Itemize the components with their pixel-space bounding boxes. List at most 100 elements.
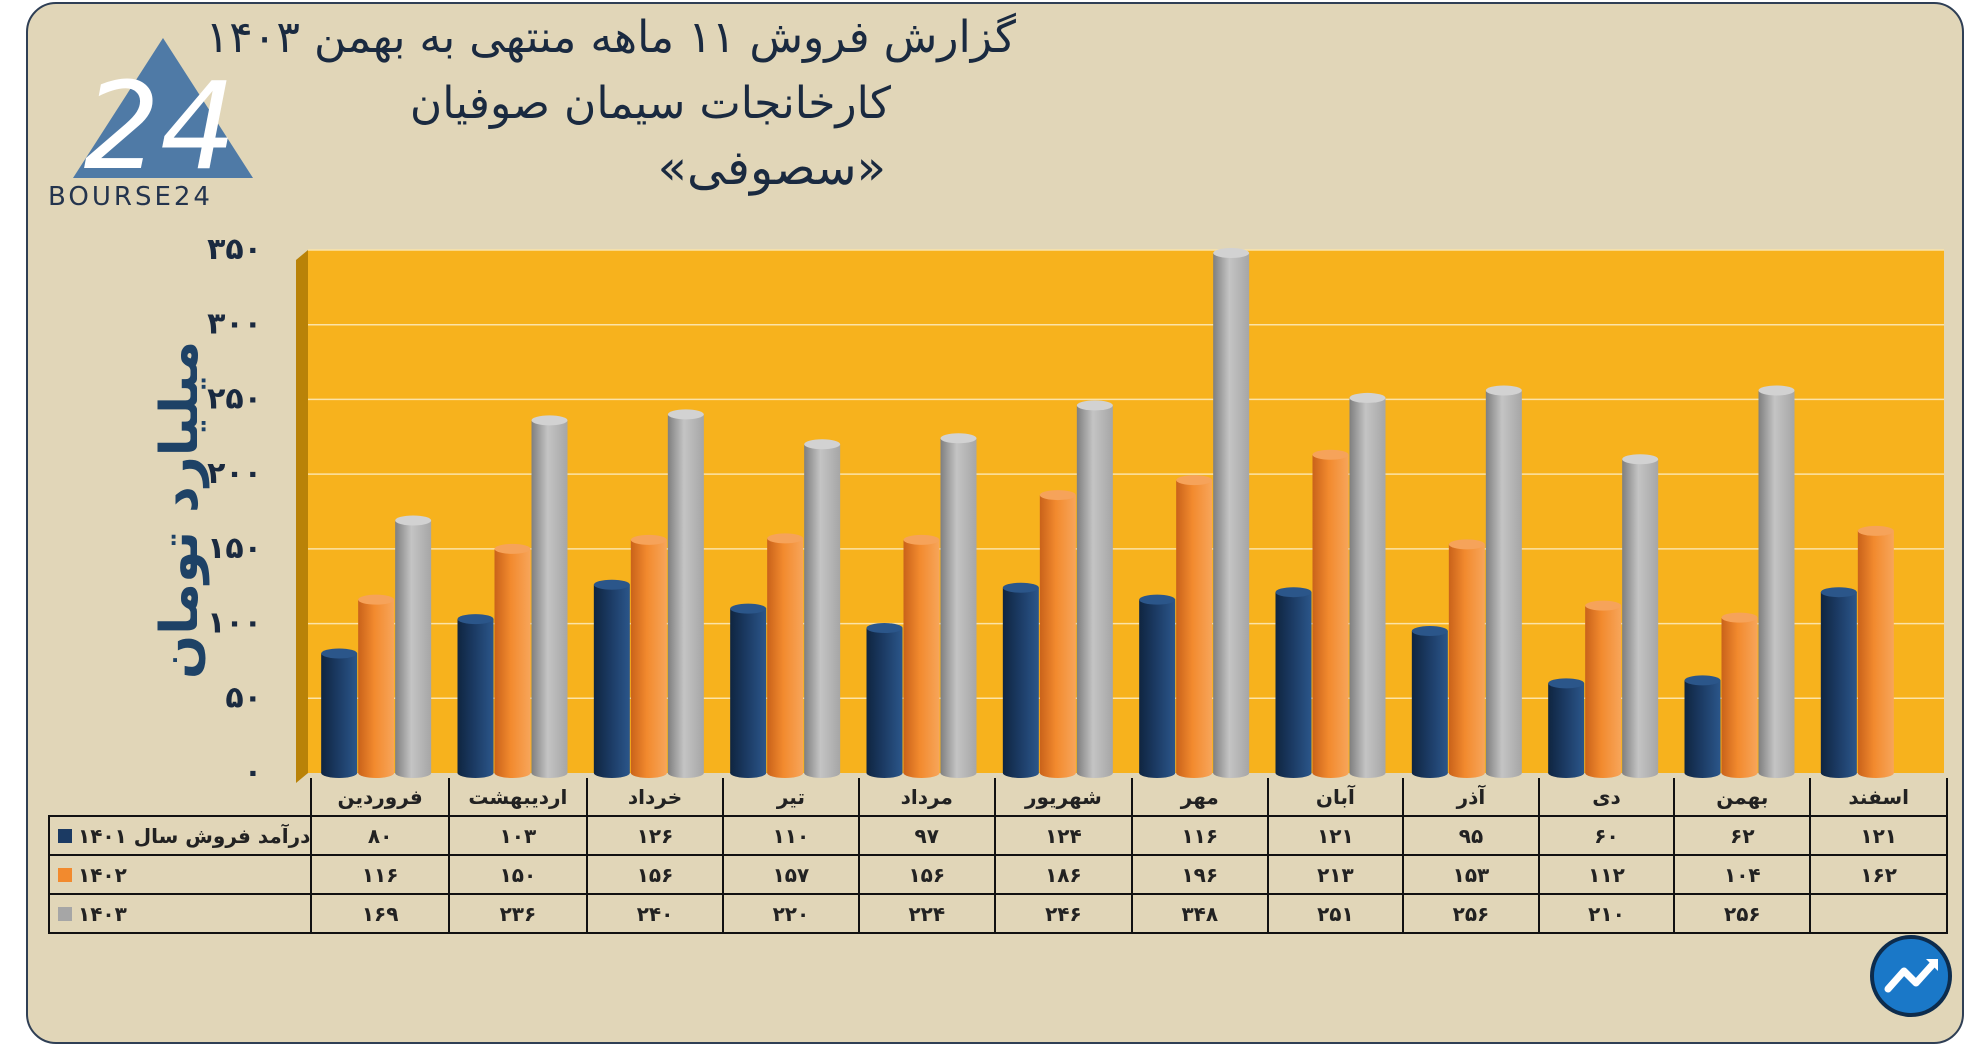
- data-label: ۱۵۳: [1402, 854, 1540, 895]
- legend-swatch: [58, 829, 72, 844]
- x-tick-label: اردیبهشت: [447, 778, 588, 817]
- report-title: گزارش فروش ۱۱ ماهه منتهی به بهمن ۱۴۰۳: [205, 12, 1016, 63]
- data-label: ۱۶۹: [310, 893, 450, 934]
- table-header-row: فروردین اردیبهشت خرداد تیر مرداد شهریور مهر آبا…: [49, 778, 1948, 817]
- y-tick-label: ۱۰۰: [207, 606, 262, 641]
- y-tick-label: ۳۵۰: [207, 232, 262, 267]
- y-tick-label: ۲۵۰: [207, 381, 262, 416]
- bar-0-2: [593, 579, 630, 778]
- data-label: ۱۰۳: [447, 815, 588, 856]
- x-tick-label: فروردین: [310, 778, 450, 817]
- x-tick-label: بهمن: [1673, 778, 1812, 817]
- bar-1-8: [1448, 539, 1485, 778]
- y-tick-label: ۰: [244, 755, 262, 790]
- data-label: ۲۱۳: [1266, 854, 1405, 895]
- y-tick-label: ۲۰۰: [207, 456, 262, 491]
- bar-2-8: [1485, 385, 1522, 778]
- data-label: ۱۰۴: [1673, 854, 1812, 895]
- x-tick-label: آبان: [1266, 778, 1405, 817]
- data-label: ۱۹۶: [1130, 854, 1269, 895]
- company-name: کارخانجات سیمان صوفیان: [409, 78, 891, 129]
- legend-label: ۱۴۰۳: [78, 902, 127, 927]
- legend-label: ۱۴۰۲: [78, 863, 127, 888]
- data-label: ۲۵۱: [1266, 893, 1405, 934]
- bar-1-9: [1585, 600, 1622, 778]
- table-row-1401: درآمد فروش سال ۱۴۰۱ ۸۰ ۱۰۳ ۱۲۶ ۱۱۰ ۹۷ ۱۲۴ ۱۱۶ ۱۲…: [47, 815, 1948, 856]
- x-tick-label: خرداد: [585, 778, 725, 817]
- x-tick-label: دی: [1537, 778, 1676, 817]
- data-label: ۸۰: [310, 815, 450, 856]
- bar-1-11: [1857, 525, 1894, 778]
- bar-1-3: [767, 533, 804, 778]
- bar-2-6: [1213, 247, 1250, 778]
- bar-2-5: [1076, 400, 1113, 778]
- trend-badge: [1870, 935, 1952, 1017]
- data-label: [1809, 893, 1948, 934]
- bar-1-0: [358, 594, 395, 778]
- bourse24-logo: 24: [73, 38, 253, 197]
- data-label: ۱۱۶: [1130, 815, 1269, 856]
- bar-2-3: [804, 439, 841, 778]
- x-tick-label: تیر: [722, 778, 860, 817]
- plot-area: [308, 250, 1944, 773]
- svg-text:24: 24: [84, 58, 237, 197]
- data-label: ۲۳۶: [447, 893, 588, 934]
- y-tick-label: ۳۰۰: [207, 307, 262, 342]
- chart-trend-up-icon: [1884, 959, 1938, 993]
- bar-2-2: [667, 409, 704, 778]
- legend-label: درآمد فروش سال ۱۴۰۱: [78, 824, 311, 849]
- table-row-1403: ۱۴۰۳ ۱۶۹ ۲۳۶ ۲۴۰ ۲۲۰ ۲۲۴ ۲۴۶ ۳۴۸ ۲۵۱ ۲۵۶ ۲۱۰ ۲۵۶: [47, 893, 1948, 934]
- bar-1-6: [1176, 475, 1213, 778]
- bar-2-10: [1758, 385, 1795, 778]
- data-label: ۹۵: [1402, 815, 1540, 856]
- bar-0-1: [457, 614, 494, 778]
- data-label: ۲۲۰: [722, 893, 860, 934]
- data-label: ۱۱۰: [722, 815, 860, 856]
- x-tick-label: اسفند: [1809, 778, 1948, 817]
- bar-0-11: [1820, 587, 1857, 778]
- bar-0-5: [1002, 582, 1039, 778]
- bar-0-6: [1139, 594, 1176, 778]
- legend-entry: ۱۴۰۲: [47, 854, 313, 895]
- legend-entry: درآمد فروش سال ۱۴۰۱: [47, 815, 313, 856]
- legend-entry: ۱۴۰۳: [47, 893, 313, 934]
- x-tick-label: شهریور: [993, 778, 1133, 817]
- data-label: ۱۱۲: [1537, 854, 1676, 895]
- y-tick-label: ۵۰: [225, 680, 262, 715]
- legend-swatch: [58, 907, 72, 922]
- table-corner: [49, 778, 311, 816]
- bar-0-8: [1411, 626, 1448, 778]
- bar-1-5: [1039, 490, 1076, 778]
- data-label: ۲۴۶: [993, 893, 1133, 934]
- data-label: ۱۸۶: [993, 854, 1133, 895]
- ticker-symbol: «سصوفی»: [657, 140, 886, 196]
- bar-2-9: [1622, 454, 1659, 778]
- bar-2-7: [1349, 392, 1386, 778]
- data-label: ۲۵۶: [1402, 893, 1540, 934]
- data-label: ۶۰: [1537, 815, 1676, 856]
- data-label: ۹۷: [857, 815, 996, 856]
- legend-swatch: [58, 868, 72, 883]
- plot-side-wall: [296, 250, 308, 783]
- bar-0-3: [730, 603, 767, 778]
- data-label: ۱۱۶: [310, 854, 450, 895]
- data-label: ۶۲: [1673, 815, 1812, 856]
- data-table: فروردین اردیبهشت خرداد تیر مرداد شهریور مهر آبا…: [47, 778, 1948, 934]
- data-label: ۱۵۶: [585, 854, 725, 895]
- data-label: ۱۲۱: [1809, 815, 1948, 856]
- y-tick-label: ۱۵۰: [207, 531, 262, 566]
- data-label: ۱۵۷: [722, 854, 860, 895]
- data-label: ۲۵۶: [1673, 893, 1812, 934]
- data-label: ۲۲۴: [857, 893, 996, 934]
- table-row-1402: ۱۴۰۲ ۱۱۶ ۱۵۰ ۱۵۶ ۱۵۷ ۱۵۶ ۱۸۶ ۱۹۶ ۲۱۳ ۱۵۳ ۱۱۲ ۱۰۴ ۱۶۲: [47, 854, 1948, 895]
- data-label: ۲۱۰: [1537, 893, 1676, 934]
- data-label: ۱۲۶: [585, 815, 725, 856]
- data-label: ۱۲۱: [1266, 815, 1405, 856]
- data-label: ۱۵۶: [857, 854, 996, 895]
- data-label: ۱۲۴: [993, 815, 1133, 856]
- bar-2-0: [395, 515, 432, 778]
- bar-0-10: [1684, 675, 1721, 778]
- bar-0-0: [321, 648, 358, 778]
- x-tick-label: مهر: [1130, 778, 1269, 817]
